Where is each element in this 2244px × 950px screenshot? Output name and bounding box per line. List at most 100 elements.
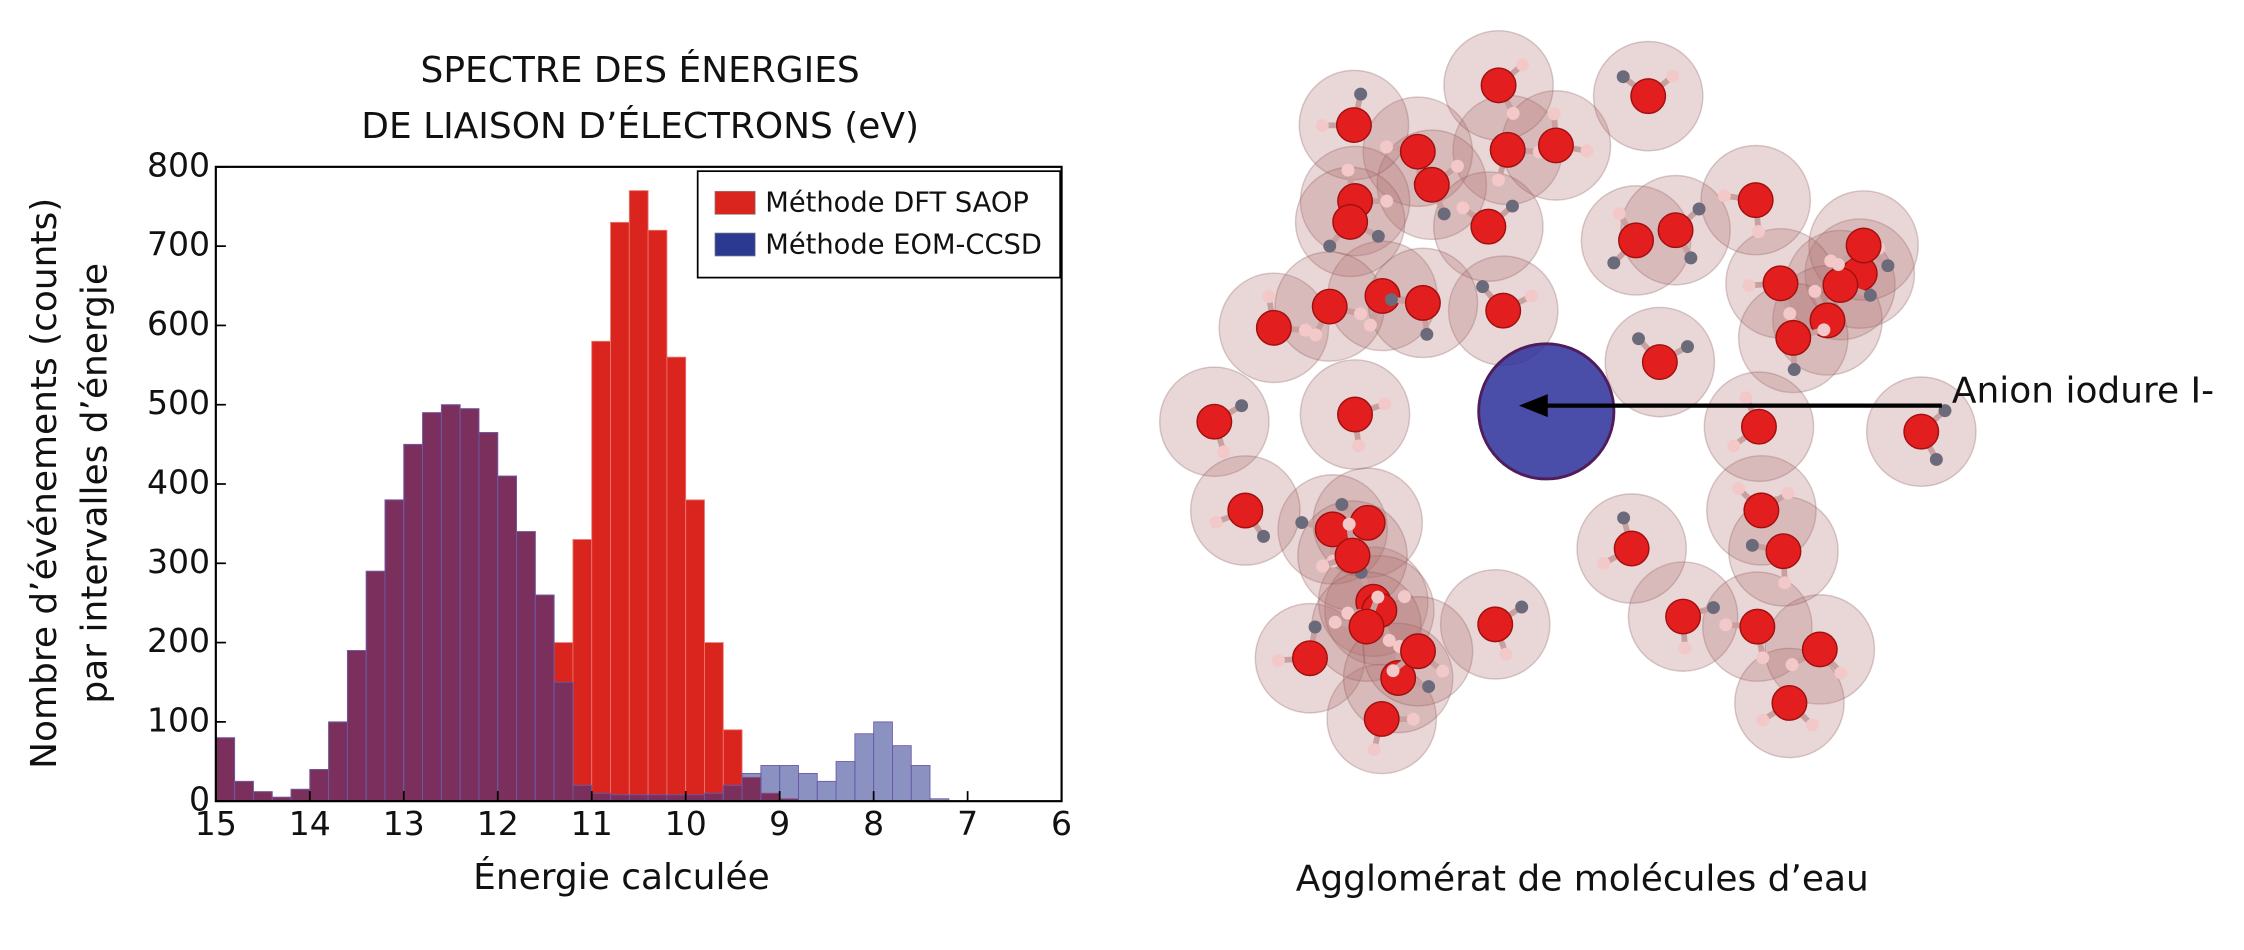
y-tick-label: 500 bbox=[147, 383, 210, 422]
x-axis-label: Énergie calculée bbox=[473, 856, 770, 898]
oxygen bbox=[1312, 289, 1347, 324]
hydrogen bbox=[1438, 207, 1451, 220]
oxygen bbox=[1406, 286, 1441, 321]
hydrogen bbox=[1786, 658, 1799, 671]
hydrogen bbox=[1783, 307, 1796, 320]
oxygen bbox=[1478, 607, 1513, 642]
hydrogen bbox=[1309, 621, 1322, 634]
hydrogen bbox=[1272, 654, 1285, 667]
oxygen bbox=[1763, 266, 1798, 301]
hydrogen bbox=[1368, 743, 1381, 756]
hydrogen bbox=[1817, 323, 1830, 336]
hydrogen bbox=[1436, 665, 1449, 678]
bar bbox=[874, 722, 893, 801]
annotation: Anion iodure I- bbox=[1952, 371, 2214, 412]
hydrogen bbox=[1380, 195, 1393, 208]
hydrogen bbox=[1581, 144, 1594, 157]
hydrogen bbox=[1217, 445, 1230, 458]
bar bbox=[310, 769, 329, 801]
bar bbox=[667, 357, 686, 801]
y-tick-label: 400 bbox=[147, 463, 210, 502]
hydrogen bbox=[1492, 174, 1505, 187]
hydrogen bbox=[1371, 591, 1384, 604]
hydrogen bbox=[1380, 140, 1393, 153]
x-tick-label: 11 bbox=[571, 804, 613, 843]
bar bbox=[611, 222, 630, 801]
oxygen bbox=[1337, 108, 1372, 143]
y-tick-label: 100 bbox=[147, 700, 210, 739]
oxygen bbox=[1471, 209, 1506, 244]
bar bbox=[573, 785, 592, 801]
bar bbox=[460, 409, 479, 801]
hydrogen bbox=[1323, 240, 1336, 253]
hydrogen bbox=[1422, 680, 1435, 693]
legend-swatch bbox=[715, 233, 755, 256]
hydrogen bbox=[1210, 516, 1223, 529]
hydrogen bbox=[1515, 601, 1528, 614]
bar bbox=[366, 571, 385, 801]
oxygen bbox=[1614, 531, 1649, 566]
hydrogen bbox=[1788, 363, 1801, 376]
oxygen bbox=[1904, 414, 1939, 449]
oxygen bbox=[1766, 534, 1801, 569]
oxygen bbox=[1333, 205, 1368, 240]
oxygen bbox=[1742, 409, 1777, 444]
hydrogen bbox=[1354, 88, 1367, 101]
bar bbox=[648, 230, 667, 801]
oxygen bbox=[1350, 506, 1385, 541]
hydrogen bbox=[1834, 667, 1847, 680]
oxygen bbox=[1293, 641, 1328, 676]
oxygen bbox=[1364, 702, 1399, 737]
hydrogen bbox=[1235, 399, 1248, 412]
bar bbox=[629, 191, 648, 802]
hydrogen bbox=[1806, 718, 1819, 731]
hydrogen bbox=[1678, 642, 1691, 655]
hydrogen bbox=[1398, 590, 1411, 603]
hydrogen bbox=[1756, 714, 1769, 727]
x-tick-label: 8 bbox=[863, 804, 884, 843]
oxygen bbox=[1228, 493, 1263, 528]
hydrogen bbox=[1808, 285, 1821, 298]
bar bbox=[554, 682, 573, 801]
bar bbox=[704, 793, 723, 801]
bar bbox=[479, 432, 498, 801]
hydrogen bbox=[1507, 107, 1520, 120]
oxygen bbox=[1740, 609, 1775, 644]
oxygen bbox=[1257, 311, 1292, 346]
hydrogen bbox=[1707, 601, 1720, 614]
hydrogen bbox=[1378, 397, 1391, 410]
hydrogen bbox=[1387, 664, 1400, 677]
oxygen bbox=[1415, 168, 1450, 203]
bar bbox=[441, 405, 460, 801]
y-axis-label: Nombre d’événements (counts) bbox=[24, 198, 65, 769]
oxygen bbox=[1349, 609, 1384, 644]
oxygen bbox=[1539, 128, 1574, 163]
oxygen bbox=[1335, 538, 1370, 573]
hydrogen bbox=[1864, 289, 1877, 302]
bar bbox=[817, 781, 836, 801]
oxygen bbox=[1744, 493, 1779, 528]
hydrogen bbox=[1681, 340, 1694, 353]
oxygen bbox=[1401, 634, 1436, 669]
bar bbox=[892, 746, 911, 802]
bar bbox=[291, 789, 310, 801]
bar bbox=[798, 773, 817, 801]
bar bbox=[911, 765, 930, 801]
x-tick-label: 13 bbox=[383, 804, 425, 843]
oxygen bbox=[1401, 134, 1436, 169]
hydrogen bbox=[1354, 307, 1367, 320]
chart-title: DE LIAISON D’ÉLECTRONS (eV) bbox=[361, 105, 919, 147]
hydrogen bbox=[1342, 164, 1355, 177]
hydrogen bbox=[1617, 511, 1630, 524]
oxygen bbox=[1481, 68, 1516, 103]
hydrogen bbox=[1316, 560, 1329, 573]
chart-title: SPECTRE DES ÉNERGIES bbox=[421, 49, 860, 91]
hydrogen bbox=[1719, 618, 1732, 631]
bar bbox=[498, 476, 517, 801]
hydrogen bbox=[1335, 498, 1348, 511]
hydrogen bbox=[1742, 279, 1755, 292]
bar bbox=[855, 734, 874, 801]
bar bbox=[535, 595, 554, 801]
x-tick-label: 7 bbox=[957, 804, 978, 843]
